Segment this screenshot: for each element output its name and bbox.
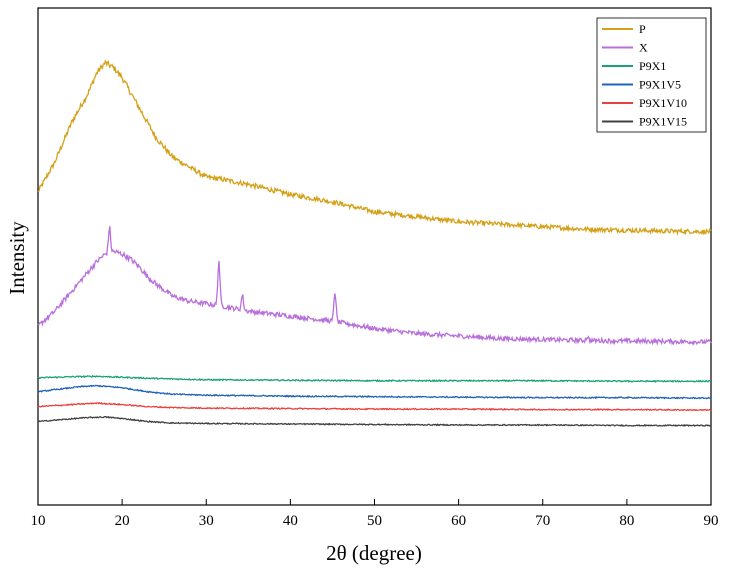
x-axis-ticks: 10 20 30 40 50 60 70 80 90 (31, 499, 719, 529)
legend-label-x: X (639, 41, 648, 55)
legend-label-p9x1: P9X1 (639, 59, 666, 73)
series-line-p9x1v5 (37, 384, 712, 400)
series-layer (37, 59, 712, 427)
x-tick-label: 30 (199, 513, 214, 529)
x-tick-label: 20 (115, 513, 130, 529)
x-tick-label: 50 (367, 513, 382, 529)
x-tick-label: 80 (619, 513, 634, 529)
legend: PX P9X1 P9X1V5 P9X1V10 P9X1V15 (596, 17, 707, 133)
series-line-p (37, 59, 712, 236)
y-axis-title: Intensity (5, 221, 29, 295)
x-tick-label: 10 (31, 513, 46, 529)
legend-label-p: P (639, 22, 646, 36)
x-tick-label: 40 (283, 513, 298, 529)
series-line-p9x1v10 (37, 401, 712, 412)
legend-label-p9x1v15: P9X1V15 (639, 115, 687, 129)
legend-label-p9x1v10: P9X1V10 (639, 96, 687, 110)
x-tick-label: 60 (451, 513, 466, 529)
x-tick-label: 90 (704, 513, 719, 529)
x-tick-label: 70 (535, 513, 550, 529)
series-line-p9x1 (38, 374, 712, 383)
legend-box (596, 17, 707, 133)
x-axis-title: 2θ (degree) (326, 541, 422, 565)
series-line-p9x1v15 (38, 415, 712, 427)
series-line-x (37, 226, 712, 347)
legend-label-p9x1v5: P9X1V5 (639, 78, 681, 92)
